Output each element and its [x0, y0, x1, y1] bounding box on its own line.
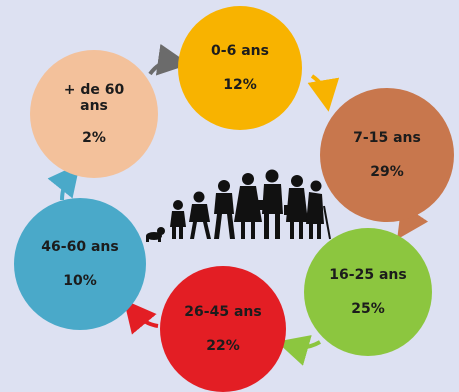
age-percent: 2% [82, 130, 106, 146]
age-percent: 29% [370, 164, 404, 180]
circle-46-60: 46-60 ans 10% [14, 198, 146, 330]
age-label: 26-45 ans [184, 304, 262, 320]
arrow-26-45-to-46-60 [123, 299, 159, 335]
age-percent: 10% [63, 273, 97, 289]
arrow-46-60-to-60plus [47, 163, 80, 201]
circle-26-45: 26-45 ans 22% [160, 266, 286, 392]
circle-16-25: 16-25 ans 25% [304, 228, 432, 356]
arrow-16-25-to-26-45 [276, 335, 321, 366]
age-label: 46-60 ans [41, 239, 119, 255]
age-label: 0-6 ans [211, 43, 269, 59]
circle-7-15: 7-15 ans 29% [320, 88, 454, 222]
age-label: 16-25 ans [329, 267, 407, 283]
circle-60plus: + de 60 ans 2% [30, 50, 158, 178]
life-stages-silhouette-icon [146, 169, 331, 242]
age-percent: 22% [206, 338, 240, 354]
circle-0-6: 0-6 ans 12% [178, 6, 302, 130]
age-percent: 25% [351, 301, 385, 317]
age-label: 7-15 ans [353, 130, 421, 146]
arrow-0-6-to-7-15 [307, 74, 340, 112]
arrow-60plus-to-0-6 [148, 43, 190, 76]
age-percent: 12% [223, 77, 257, 93]
age-label: + de 60 ans [63, 82, 125, 114]
